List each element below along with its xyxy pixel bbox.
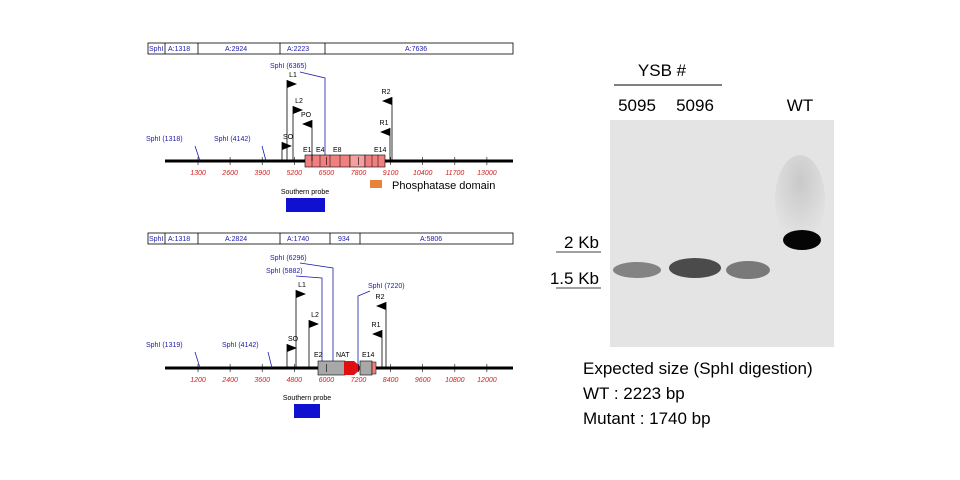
exon-label: E2 (314, 352, 323, 359)
group-label: YSB # (638, 61, 687, 80)
band (613, 262, 661, 278)
note-line: Expected size (SphI digestion) (583, 359, 813, 378)
gene: E1 E4 E8 E14 (303, 147, 387, 168)
axis-tick-label: 10400 (413, 170, 433, 177)
axis-tick-label: 7200 (351, 377, 367, 384)
axis-tick-label: 2400 (221, 377, 238, 384)
band (726, 261, 770, 279)
primer-flag (293, 106, 303, 114)
fragment-label: A:2223 (287, 46, 309, 53)
probe-label: Southern probe (281, 189, 329, 196)
exon-label: E1 (303, 147, 312, 154)
probe-label: Southern probe (283, 395, 331, 402)
exon-label: E14 (362, 352, 375, 359)
site-label: SphI (1318) (146, 136, 183, 143)
site-label: SphI (7220) (368, 283, 405, 290)
primer-label: L2 (311, 312, 319, 319)
lane-label: 5096 (676, 96, 714, 115)
gene: E2 NAT E14 (314, 352, 377, 376)
southern-probe (294, 404, 320, 418)
primer-flag (302, 120, 312, 128)
fragment-label: SphI (149, 236, 163, 243)
primer-flag (309, 320, 319, 328)
axis-tick-label: 4800 (287, 377, 303, 384)
band (783, 230, 821, 250)
fragment-label: A:1740 (287, 236, 309, 243)
legend-label: Phosphatase domain (392, 180, 495, 192)
primer-flag (380, 128, 390, 136)
axis-tick-label: 3900 (254, 170, 270, 177)
axis-tick-label: 2600 (221, 170, 238, 177)
axis-tick-label: 1300 (190, 170, 206, 177)
primer-flag (287, 344, 297, 352)
primer-flag (296, 290, 306, 298)
bar (147, 42, 514, 55)
primer-flag (372, 330, 382, 338)
note-line: Mutant : 1740 bp (583, 409, 711, 428)
fragment-bar: SphI A:1318 A:2924 A:2223 A:7636 (147, 42, 514, 55)
axis-tick-label: 1200 (190, 377, 206, 384)
site-label: SphI (5882) (266, 268, 303, 275)
axis-tick-label: 8400 (383, 377, 399, 384)
exon-label: E14 (374, 147, 387, 154)
primer-label: L1 (289, 72, 297, 79)
primer-label: R1 (380, 120, 389, 127)
fragment-label: A:2824 (225, 236, 247, 243)
primer-flag (282, 142, 292, 150)
lane-label: WT (787, 96, 813, 115)
marker-label: 2 Kb (564, 233, 599, 252)
axis-tick-label: 11700 (445, 170, 464, 177)
primer-label: SO (283, 134, 294, 141)
site-label: SphI (6296) (270, 255, 307, 262)
note-line: WT : 2223 bp (583, 384, 685, 403)
fragment-label: A:2924 (225, 46, 247, 53)
exon-label: E4 (316, 147, 325, 154)
primer-label: R1 (372, 322, 381, 329)
axis-tick-label: 5200 (287, 170, 303, 177)
marker-label: 1.5 Kb (550, 269, 599, 288)
primer-label: L2 (295, 98, 303, 105)
primer-label: SO (288, 336, 299, 343)
axis-tick-label: 9100 (383, 170, 399, 177)
southern-probe (286, 198, 325, 212)
axis-tick-label: 3600 (254, 377, 270, 384)
lane-label: 5095 (618, 96, 656, 115)
fragment-label: A:7636 (405, 46, 427, 53)
band (669, 258, 721, 278)
site-label: SphI (6365) (270, 63, 307, 70)
fragment-label: A:1318 (168, 236, 190, 243)
legend-swatch (370, 180, 382, 188)
bar (147, 232, 514, 245)
fragment-label: 934 (338, 236, 350, 243)
fragment-bar: SphI A:1318 A:2824 A:1740 934 A:5806 (147, 232, 514, 245)
primer-label: PO (301, 112, 312, 119)
primer-flag (287, 80, 297, 88)
exon-label: E8 (333, 147, 342, 154)
primer-flag (376, 302, 386, 310)
axis-tick-label: 13000 (477, 170, 497, 177)
fragment-label: A:1318 (168, 46, 190, 53)
site-label: SphI (1319) (146, 342, 183, 349)
site-label: SphI (4142) (222, 342, 259, 349)
primer-flag (382, 97, 392, 105)
fragment-label: SphI (149, 46, 163, 53)
axis-tick-label: 6000 (319, 377, 335, 384)
axis-tick-label: 6500 (319, 170, 335, 177)
primer-label: L1 (298, 282, 306, 289)
axis-tick-label: 9600 (415, 377, 431, 384)
exon-label: NAT (336, 352, 350, 359)
site-label: SphI (4142) (214, 136, 251, 143)
axis-tick-label: 10800 (445, 377, 465, 384)
primer-label: R2 (376, 294, 385, 301)
fragment-label: A:5806 (420, 236, 442, 243)
axis-tick-label: 7800 (351, 170, 367, 177)
axis-tick-label: 12000 (477, 377, 497, 384)
primer-label: R2 (382, 89, 391, 96)
